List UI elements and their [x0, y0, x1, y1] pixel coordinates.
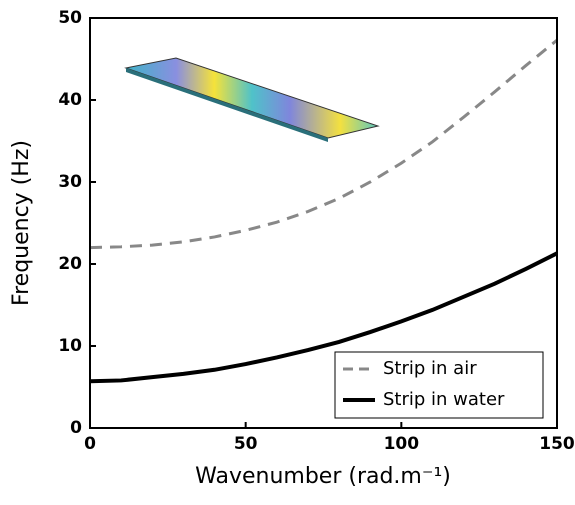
x-tick-label: 50: [234, 434, 258, 454]
line-series: [89, 251, 558, 384]
plot-frame: [89, 17, 558, 429]
y-axis-label: Frequency (Hz): [9, 140, 34, 306]
x-axis-label: Wavenumber (rad.m⁻¹): [195, 464, 451, 489]
y-tick-label: 40: [58, 90, 82, 110]
line-series: [89, 38, 558, 250]
y-tick-label: 50: [58, 8, 82, 28]
x-tick-label: 150: [539, 434, 575, 454]
legend-label: Strip in water: [383, 389, 505, 410]
inset-image: [124, 57, 380, 142]
x-tick-label: 100: [384, 434, 420, 454]
x-tick-label: 0: [84, 434, 96, 454]
y-tick-label: 10: [58, 336, 82, 356]
legend-box: [334, 351, 544, 419]
legend-label: Strip in air: [383, 358, 477, 379]
y-tick-label: 20: [58, 254, 82, 274]
y-tick-label: 0: [70, 418, 82, 438]
y-tick-label: 30: [58, 172, 82, 192]
